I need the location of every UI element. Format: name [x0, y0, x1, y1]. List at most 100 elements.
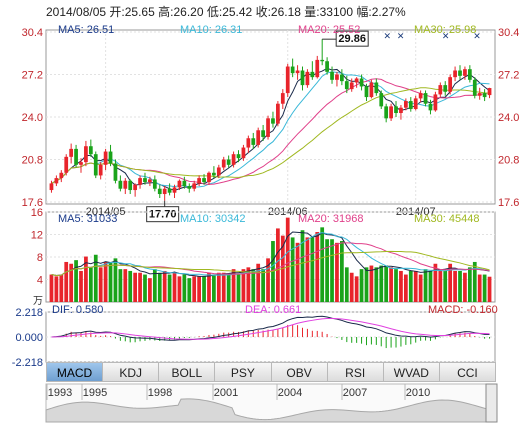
- candle-body: [369, 82, 374, 98]
- candle-body: [433, 94, 438, 111]
- volume-bar: [79, 270, 83, 302]
- candle-body: [172, 187, 177, 193]
- price-tick-right: 27.2: [498, 70, 519, 82]
- candle-body: [448, 77, 453, 92]
- price-tick-left: 24.0: [22, 112, 43, 124]
- tab-boll[interactable]: BOLL: [158, 362, 216, 382]
- candle-body: [108, 151, 113, 164]
- candle-body: [300, 70, 305, 86]
- volume-bar: [467, 267, 472, 302]
- event-marker-icon: ✕: [397, 31, 405, 41]
- candle-body: [408, 101, 413, 110]
- tab-psy[interactable]: PSY: [214, 362, 272, 382]
- volume-bar: [374, 267, 379, 302]
- dea-legend: DEA: 0.661: [245, 304, 301, 316]
- volume-bar: [477, 274, 482, 302]
- volume-bar: [305, 237, 310, 302]
- candle-body: [162, 188, 167, 195]
- volume-bar: [399, 270, 403, 302]
- candle-body: [138, 178, 142, 185]
- volume-bar: [482, 274, 487, 302]
- dif-legend: DIF: 0.580: [52, 304, 103, 316]
- navigator-year-label: 1993: [48, 387, 72, 399]
- candle-body: [349, 82, 354, 90]
- volume-bar: [113, 258, 118, 302]
- candle-body: [113, 163, 118, 181]
- volume-bar: [93, 254, 98, 302]
- volume-bar: [59, 274, 64, 302]
- close-value: 26.18: [270, 5, 301, 19]
- volume-bar: [369, 265, 374, 302]
- vol-ma30-line: [51, 250, 490, 276]
- candle-body: [74, 148, 78, 165]
- candle-body: [463, 69, 467, 76]
- high-label: 高:: [158, 5, 174, 19]
- price-tick-right: 24.0: [498, 112, 519, 124]
- candle-body: [216, 167, 221, 176]
- navigator-year-label: 2010: [406, 387, 430, 399]
- candle-body: [271, 118, 275, 124]
- price-tick-right: 17.6: [498, 197, 519, 209]
- volume-bar: [182, 274, 187, 302]
- volume-bar: [177, 276, 182, 302]
- volume-bar: [84, 256, 88, 302]
- volume-bar: [162, 270, 167, 302]
- close-label: 收:: [255, 5, 271, 19]
- volume-bar: [226, 274, 231, 302]
- volume-bar: [428, 270, 433, 302]
- candle-body: [290, 66, 295, 74]
- candle-body: [212, 172, 216, 176]
- candle-body: [310, 71, 315, 78]
- volume-bar: [251, 269, 256, 302]
- candle-body: [167, 188, 172, 193]
- candle-body: [143, 178, 147, 183]
- volume-bar: [157, 272, 162, 302]
- volume-bar: [98, 267, 103, 302]
- volume-value: 33100: [319, 5, 353, 19]
- volume-bar: [128, 270, 133, 302]
- volume-bar: [295, 242, 300, 302]
- candle-body: [266, 118, 270, 137]
- x-tick-label: 2014/05: [86, 206, 126, 218]
- tab-rsi[interactable]: RSI: [326, 362, 384, 382]
- volume-bar: [138, 272, 142, 302]
- candle-body: [403, 101, 408, 108]
- volume-bar: [423, 269, 428, 302]
- candle-body: [359, 78, 364, 87]
- volume-label: 量:: [304, 5, 320, 19]
- volume-bar: [167, 274, 172, 302]
- price-tick-left: 20.8: [22, 155, 43, 167]
- volume-bar: [463, 272, 467, 302]
- candle-body: [467, 69, 472, 80]
- volume-bar: [241, 269, 246, 302]
- candle-body: [482, 93, 487, 98]
- tab-macd[interactable]: MACD: [46, 362, 104, 382]
- volume-bar: [88, 267, 93, 302]
- candle-body: [344, 81, 349, 90]
- candle-body: [320, 59, 325, 62]
- volume-bar: [216, 272, 221, 302]
- tab-cci[interactable]: CCI: [438, 362, 496, 382]
- volume-bar: [354, 276, 359, 302]
- dea-line: [51, 317, 490, 340]
- volume-bar: [340, 241, 344, 302]
- candle-body: [472, 79, 477, 96]
- volume-bar: [118, 269, 123, 302]
- candle-body: [128, 180, 133, 191]
- tab-obv[interactable]: OBV: [270, 362, 328, 382]
- volume-tick: 4: [37, 275, 43, 287]
- price-tick-left: 27.2: [22, 70, 43, 82]
- candle-body: [123, 180, 128, 189]
- volume-bar: [266, 258, 270, 302]
- candle-body: [280, 93, 285, 104]
- candle-body: [384, 106, 389, 119]
- candle-body: [477, 93, 482, 96]
- price-tick-right: 30.4: [498, 27, 519, 39]
- tab-kdj[interactable]: KDJ: [102, 362, 160, 382]
- navigator-range-handle: [485, 383, 498, 423]
- candle-body: [157, 188, 162, 195]
- volume-bar: [172, 272, 177, 302]
- volume-bar: [448, 263, 453, 302]
- tab-wvad[interactable]: WVAD: [382, 362, 440, 382]
